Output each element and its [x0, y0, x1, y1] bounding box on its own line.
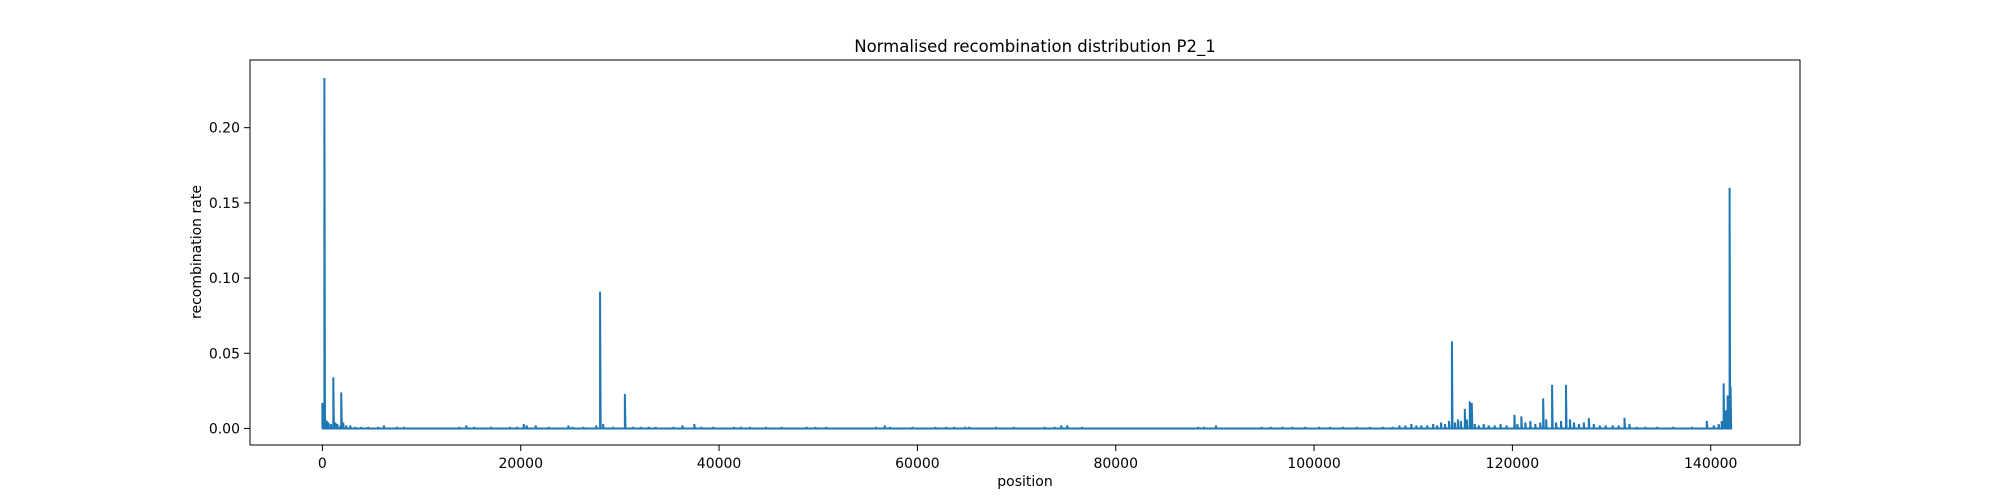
x-tick-label: 140000 — [1684, 456, 1737, 472]
chart-title: Normalised recombination distribution P2… — [854, 37, 1216, 57]
line-layer — [321, 78, 1733, 430]
series-line-0 — [321, 78, 1733, 430]
plot-frame — [249, 59, 1801, 446]
x-tick-label: 80000 — [1093, 456, 1138, 472]
y-axis: 0.00 0.05 0.10 0.15 0.20 — [209, 121, 250, 437]
x-tick-label: 0 — [318, 456, 327, 472]
y-axis-label: recombination rate — [189, 185, 205, 319]
y-tick-label: 0.15 — [209, 196, 240, 212]
y-tick-label: 0.10 — [209, 271, 240, 287]
y-tick-label: 0.00 — [209, 421, 240, 437]
x-tick-label: 100000 — [1287, 456, 1340, 472]
x-tick-label: 60000 — [895, 456, 940, 472]
x-axis: 0 20000 40000 60000 80000 100000 120000 140000 — [318, 445, 1737, 472]
x-tick-label: 20000 — [498, 456, 543, 472]
y-tick-label: 0.05 — [209, 346, 240, 362]
x-axis-label: position — [997, 474, 1052, 490]
x-tick-label: 120000 — [1486, 456, 1539, 472]
y-tick-label: 0.20 — [209, 121, 240, 137]
x-tick-label: 40000 — [697, 456, 742, 472]
